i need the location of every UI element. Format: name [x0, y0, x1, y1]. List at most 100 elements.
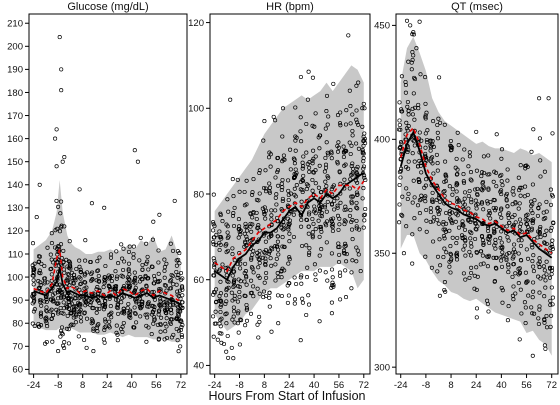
data-point: [101, 337, 106, 342]
data-point: [255, 286, 260, 291]
data-point: [172, 198, 177, 203]
data-point: [58, 328, 64, 333]
data-point: [257, 228, 262, 233]
data-point: [174, 326, 179, 332]
data-point: [262, 250, 267, 255]
data-point: [474, 287, 479, 292]
data-point: [400, 109, 405, 114]
data-point: [150, 264, 155, 270]
data-point: [280, 159, 285, 164]
data-point: [518, 185, 523, 190]
data-point: [126, 301, 131, 307]
data-point: [317, 253, 322, 258]
data-point: [114, 323, 119, 328]
data-point: [332, 198, 337, 204]
data-point: [90, 306, 95, 311]
data-point: [223, 301, 228, 306]
data-point: [243, 323, 248, 328]
data-point: [487, 208, 492, 214]
data-point: [291, 176, 297, 181]
data-point: [505, 178, 510, 183]
data-point: [329, 151, 334, 156]
data-point: [356, 80, 361, 85]
data-point: [121, 310, 126, 315]
data-point: [473, 236, 478, 242]
data-point: [275, 169, 280, 175]
data-point: [304, 150, 309, 155]
data-point: [49, 316, 54, 321]
data-point: [510, 214, 515, 220]
data-point: [263, 256, 268, 261]
data-point: [261, 138, 266, 143]
data-point: [550, 131, 555, 136]
data-point: [66, 341, 71, 346]
data-point: [78, 308, 83, 313]
data-point: [301, 154, 306, 159]
data-point: [257, 168, 262, 173]
data-point: [131, 244, 136, 249]
data-point: [135, 159, 140, 164]
data-point: [525, 224, 531, 229]
data-point: [454, 252, 459, 257]
data-point: [349, 270, 354, 275]
data-point: [213, 242, 218, 248]
data-point: [519, 238, 524, 243]
data-point: [363, 177, 368, 183]
data-point: [310, 216, 315, 222]
data-point: [486, 153, 491, 158]
data-point: [71, 281, 76, 286]
data-point: [226, 209, 231, 214]
x-tick-label: 8: [448, 380, 453, 391]
data-point: [218, 304, 223, 309]
data-point: [325, 199, 330, 204]
data-point: [298, 179, 303, 185]
data-point: [506, 304, 511, 309]
data-point: [355, 206, 360, 211]
data-point: [344, 108, 349, 113]
data-point: [306, 212, 312, 217]
data-point: [430, 190, 435, 195]
data-point: [168, 321, 173, 326]
data-point: [525, 256, 531, 261]
data-point: [522, 300, 527, 305]
data-point: [466, 217, 471, 222]
data-point: [423, 115, 428, 120]
data-point: [236, 226, 241, 232]
data-point: [410, 200, 415, 205]
data-point: [261, 289, 267, 294]
data-point: [549, 272, 554, 277]
data-point: [43, 341, 48, 346]
data-point: [324, 188, 329, 193]
data-point: [249, 257, 254, 262]
data-point: [511, 222, 517, 227]
data-point: [286, 227, 291, 232]
data-point: [60, 159, 65, 164]
data-point: [338, 273, 343, 278]
data-point: [519, 229, 524, 234]
data-point: [516, 251, 521, 256]
data-point: [323, 179, 328, 184]
data-point: [456, 143, 461, 148]
data-point: [217, 234, 222, 240]
data-point: [454, 257, 460, 262]
data-point: [544, 272, 549, 277]
data-point: [238, 261, 243, 266]
data-point: [354, 224, 359, 229]
data-point: [493, 246, 498, 251]
data-point: [285, 216, 290, 221]
data-point: [472, 273, 477, 278]
data-point: [31, 282, 36, 287]
data-point: [273, 208, 278, 213]
data-point: [338, 200, 343, 205]
data-point: [410, 32, 415, 37]
data-point: [530, 211, 535, 216]
data-point: [69, 301, 74, 306]
data-point: [145, 259, 150, 264]
data-point: [529, 242, 534, 248]
data-point: [516, 175, 521, 180]
data-point: [217, 298, 222, 303]
data-point: [69, 270, 74, 275]
x-tick-label: 8: [262, 380, 267, 391]
y-tick-label: 80: [12, 319, 23, 330]
data-point: [304, 217, 310, 223]
